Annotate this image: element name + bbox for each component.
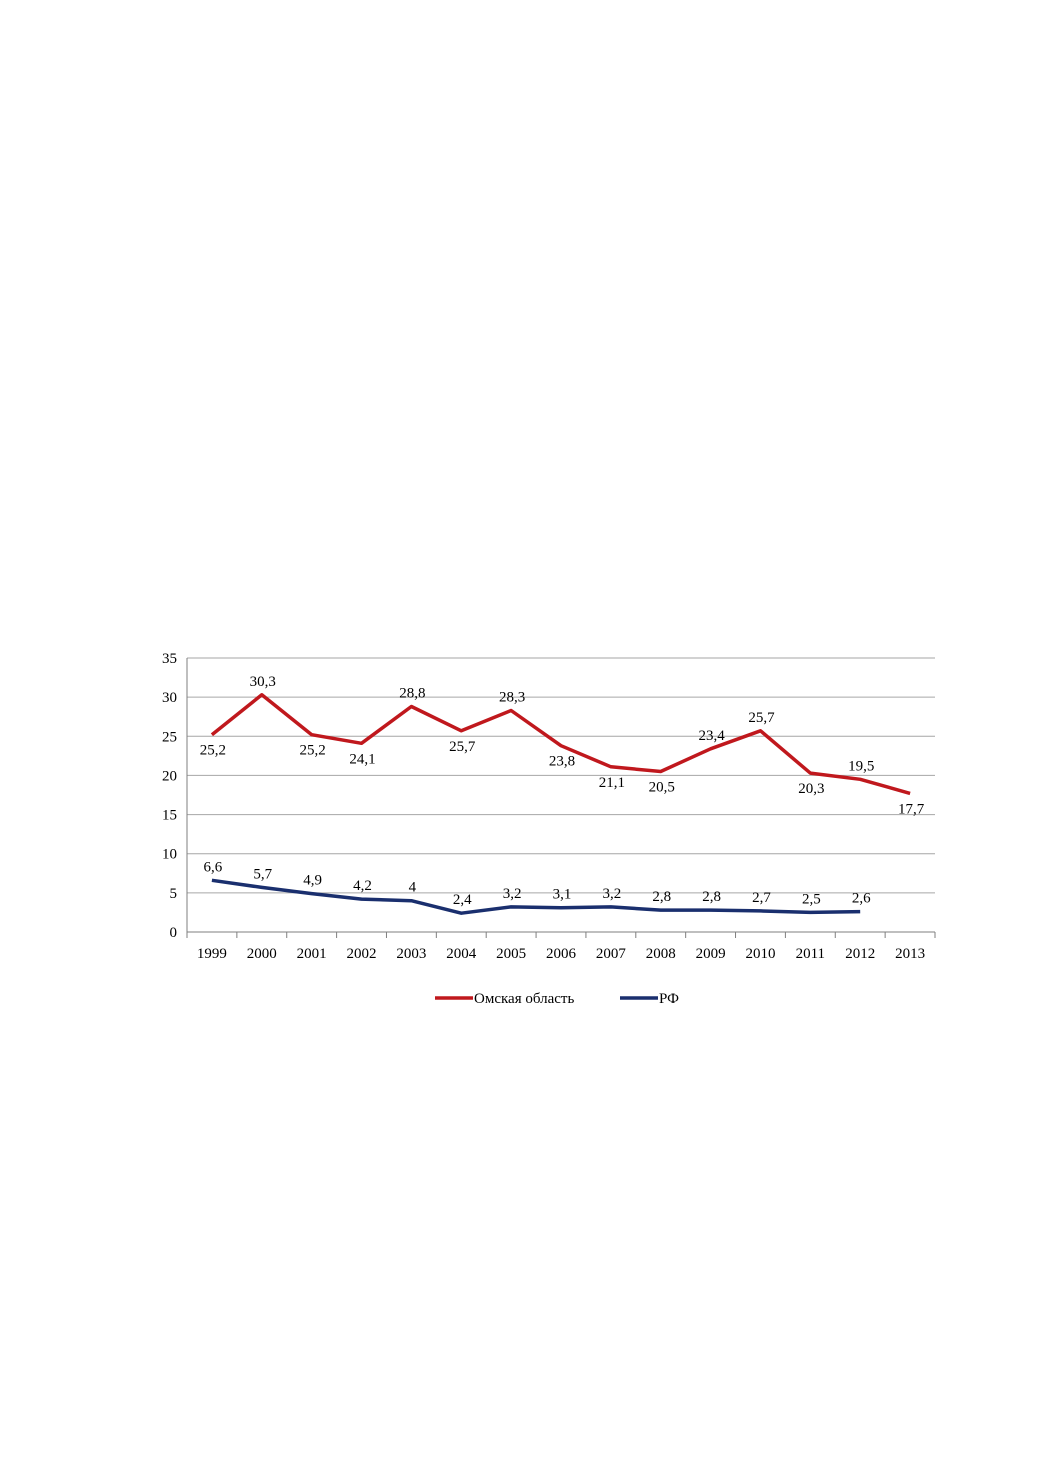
series-line-rf — [211, 878, 861, 915]
x-tick-label: 2013 — [895, 946, 925, 962]
y-tick-label: 30 — [162, 690, 177, 706]
x-tick-label: 2005 — [496, 946, 526, 962]
data-label: 25,7 — [748, 710, 775, 726]
x-tick-label: 2001 — [297, 946, 327, 962]
data-label: 3,1 — [553, 887, 572, 903]
y-tick-label: 25 — [162, 729, 177, 745]
y-tick-label: 0 — [170, 925, 178, 941]
data-label: 4 — [409, 880, 417, 896]
data-label: 2,8 — [652, 889, 671, 905]
data-label: 23,8 — [549, 754, 575, 770]
y-tick-label: 35 — [162, 651, 177, 667]
legend: Омская область РФ — [435, 991, 679, 1007]
data-label: 17,7 — [898, 801, 925, 817]
x-tick-label: 2007 — [596, 946, 627, 962]
x-tick-label: 1999 — [197, 946, 227, 962]
series-line-omsk — [210, 693, 911, 796]
data-label: 30,3 — [250, 674, 276, 690]
data-label: 3,2 — [602, 886, 621, 902]
x-tick-label: 2012 — [845, 946, 875, 962]
data-label: 2,4 — [453, 892, 472, 908]
data-label: 20,5 — [649, 780, 675, 796]
data-label: 25,7 — [449, 739, 476, 755]
y-tick-label: 15 — [162, 808, 177, 824]
legend-label-omsk: Омская область — [474, 991, 574, 1007]
data-label: 23,4 — [698, 728, 725, 744]
y-tick-label: 5 — [170, 886, 178, 902]
axes: 0 5 10 15 20 25 30 35 1999 2000 2001 2002 2003 2004 20… — [162, 651, 936, 962]
data-label: 20,3 — [798, 781, 824, 797]
x-tick-label: 2011 — [796, 946, 825, 962]
data-label: 24,1 — [349, 751, 375, 767]
series-lines — [210, 693, 911, 915]
data-label: 2,5 — [802, 891, 821, 907]
x-tick-label: 2010 — [745, 946, 775, 962]
data-label: 21,1 — [599, 775, 625, 791]
data-label: 28,8 — [399, 686, 425, 702]
data-label: 28,3 — [499, 689, 525, 705]
data-label: 2,8 — [702, 889, 721, 905]
x-tick-label: 2003 — [396, 946, 426, 962]
legend-label-rf: РФ — [659, 991, 679, 1007]
data-label: 5,7 — [253, 866, 272, 882]
x-tick-label: 2000 — [247, 946, 277, 962]
data-label: 2,7 — [752, 890, 771, 906]
data-label: 2,6 — [852, 891, 871, 907]
data-label: 25,2 — [200, 743, 226, 759]
x-tick-label: 2004 — [446, 946, 477, 962]
x-tick-label: 2002 — [347, 946, 377, 962]
data-labels: 25,2 30,3 25,2 24,1 28,8 25,7 28,3 23,8 21,1 20,5… — [200, 674, 925, 908]
data-label: 3,2 — [503, 886, 522, 902]
x-tick-label: 2008 — [646, 946, 676, 962]
data-label: 25,2 — [300, 743, 326, 759]
x-tick-label: 2006 — [546, 946, 577, 962]
data-label: 4,9 — [303, 873, 322, 889]
data-label: 6,6 — [204, 859, 223, 875]
x-tick-label: 2009 — [696, 946, 726, 962]
data-label: 4,2 — [353, 878, 372, 894]
y-tick-label: 20 — [162, 768, 177, 784]
y-tick-label: 10 — [162, 847, 177, 863]
data-label: 19,5 — [848, 758, 874, 774]
